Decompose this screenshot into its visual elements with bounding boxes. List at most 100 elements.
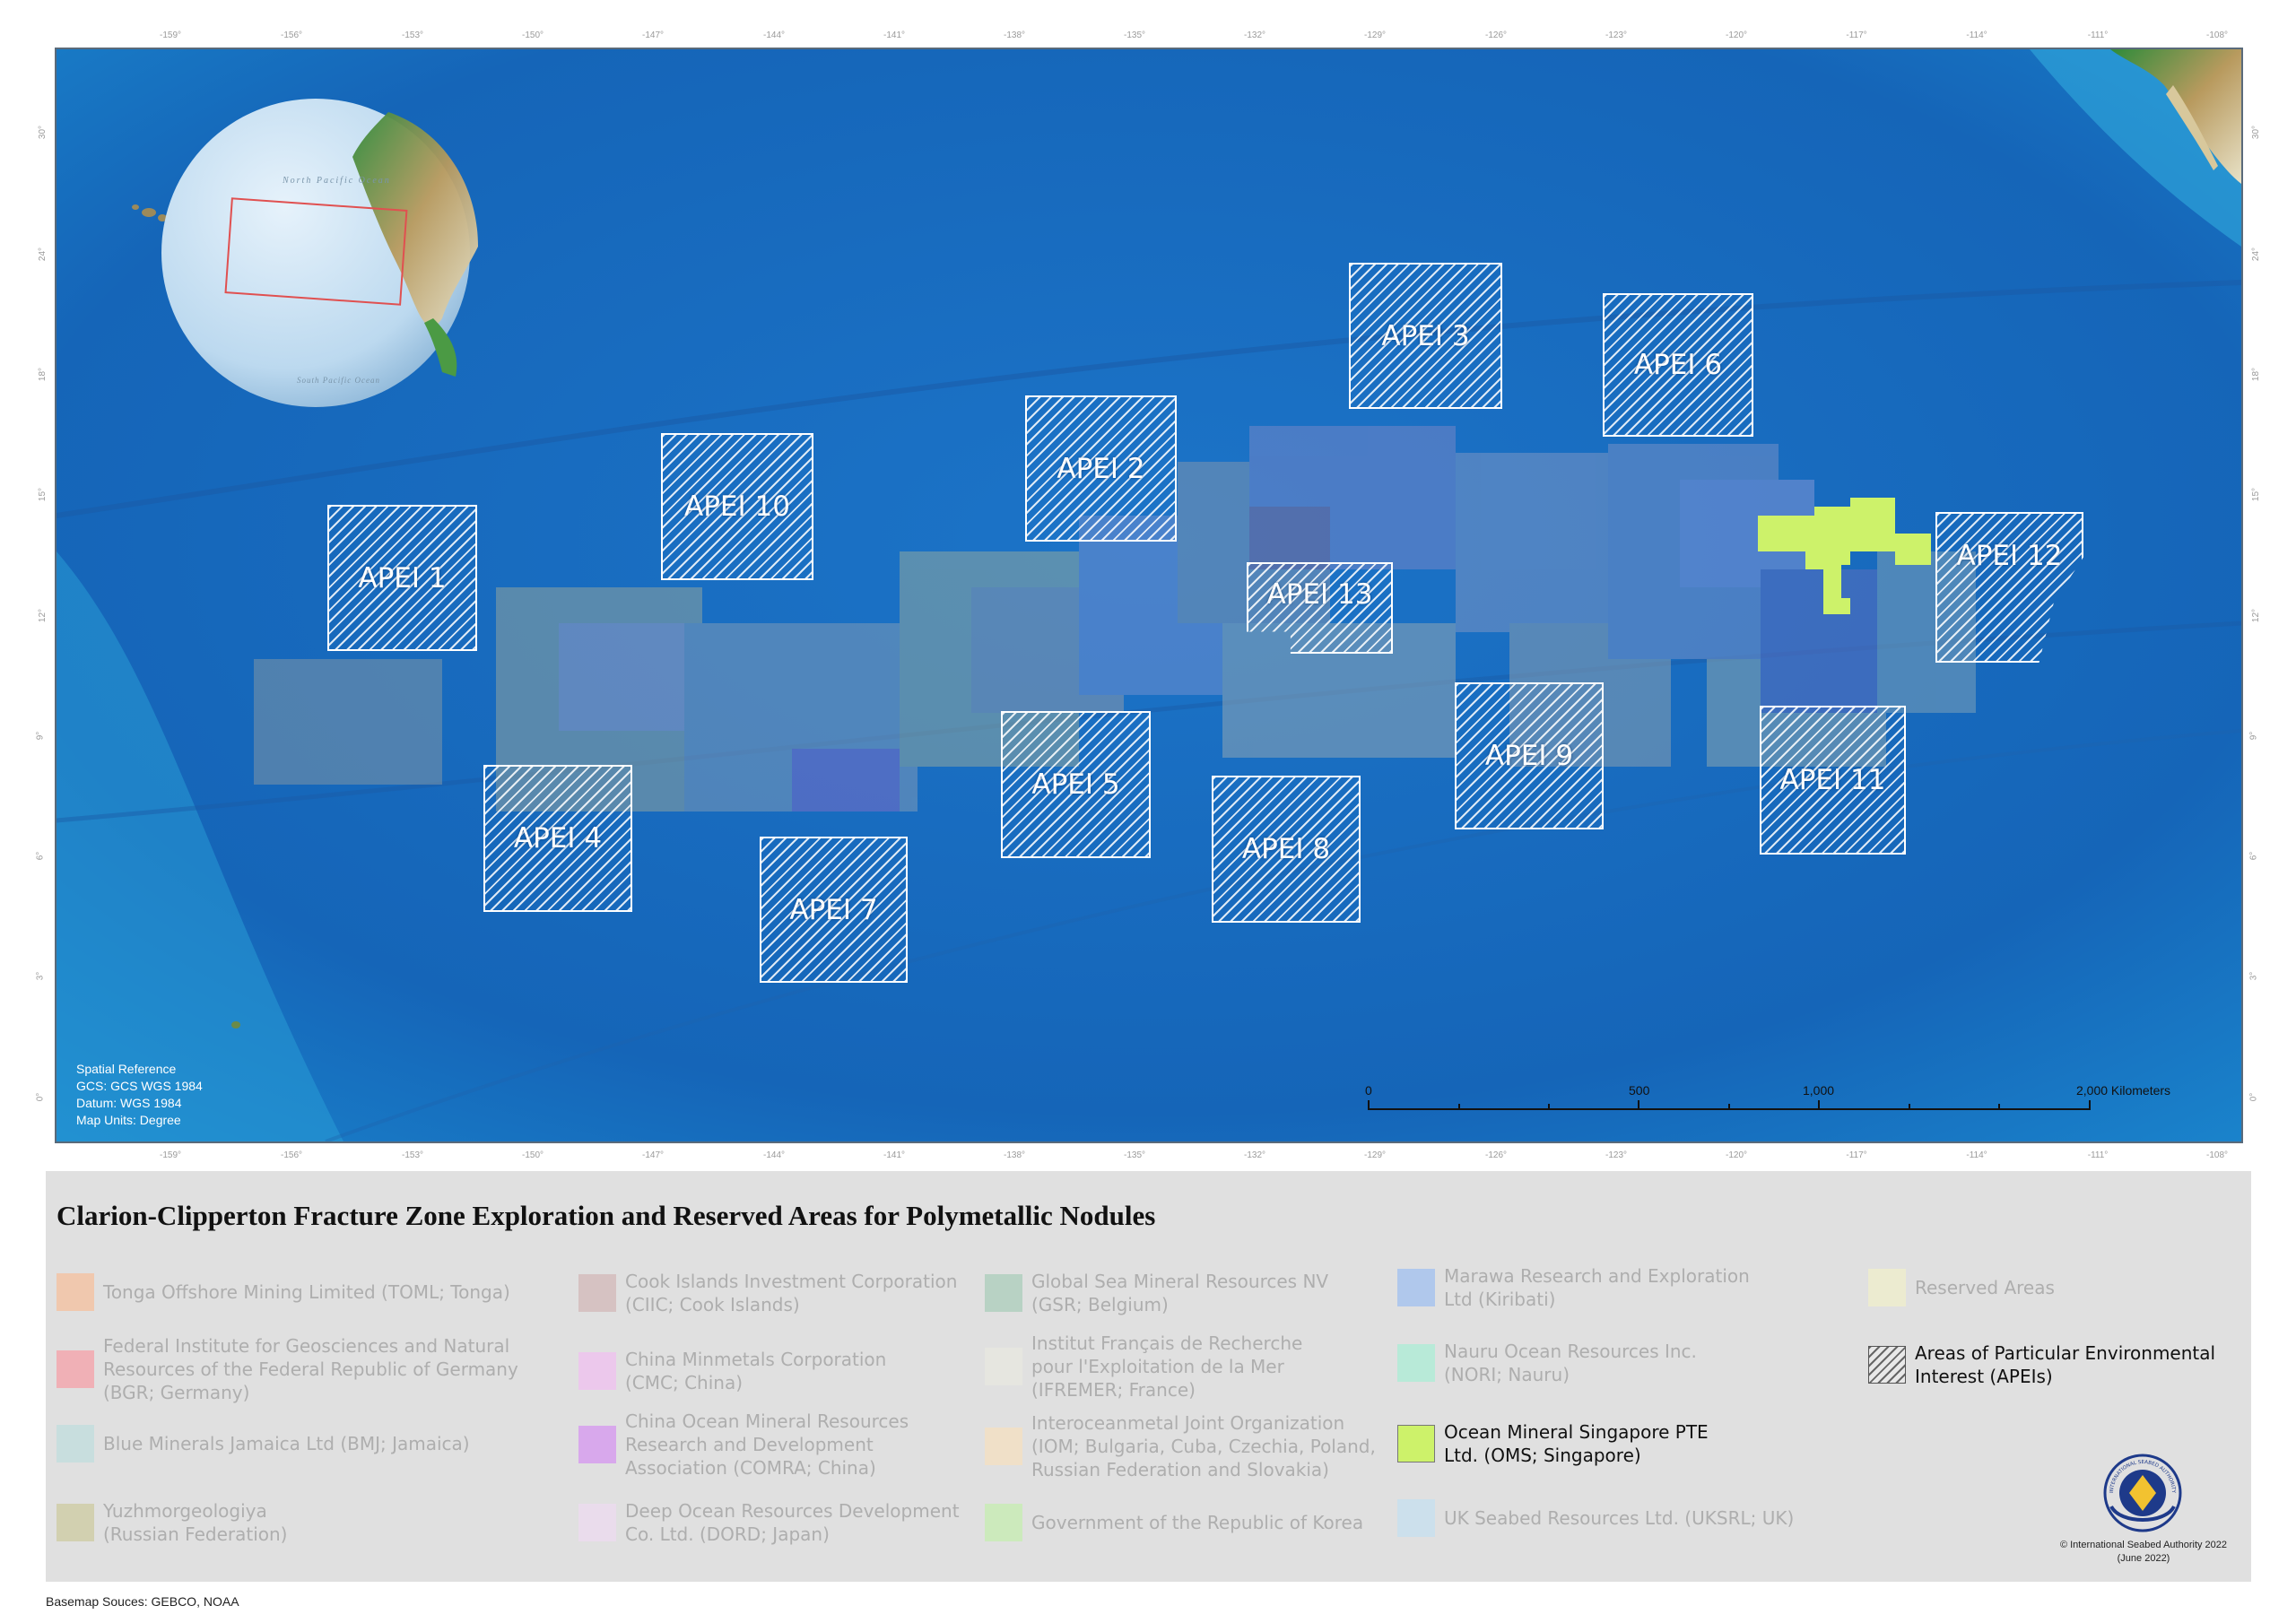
legend-label: Blue Minerals Jamaica Ltd (BMJ; Jamaica) [103,1433,470,1454]
lon-tick: -132° [1243,30,1266,40]
scale-bar: 0 500 1,000 2,000 Kilometers [1363,1081,2206,1116]
legend-label: Reserved Areas [1915,1277,2055,1298]
lat-tick: 12° [2251,608,2262,623]
lon-tick: -135° [1123,30,1146,40]
lon-tick: -129° [1363,30,1387,40]
legend-swatch [985,1428,1022,1465]
legend-item-nori: Nauru Ocean Resources Inc. (NORI; Nauru) [1397,1340,1720,1386]
legend-swatch [1397,1425,1435,1462]
land-mexico [2110,49,2241,184]
apei-label: APEI 9 [1484,740,1574,772]
legend-item-uksrl: UK Seabed Resources Ltd. (UKSRL; UK) [1397,1499,1810,1537]
legend-label: China Ocean Mineral Resources Research a… [625,1410,909,1479]
lon-tick: -123° [1605,1150,1628,1160]
lon-tick: -108° [2205,1150,2229,1160]
apei-label: APEI 13 [1266,578,1373,611]
lon-tick: -117° [1846,1150,1867,1160]
legend-swatch [1397,1269,1435,1306]
apei-9[interactable]: APEI 9 [1455,682,1604,829]
apei-10[interactable]: APEI 10 [661,433,813,580]
apei-label: APEI 11 [1779,764,1886,796]
apei-3[interactable]: APEI 3 [1349,263,1502,409]
lat-tick: 18° [38,367,48,382]
lat-tick: 15° [38,487,48,502]
lon-tick: -114° [1966,1150,1987,1160]
lon-tick: -114° [1966,30,1987,40]
legend-item-reserved: Reserved Areas [1868,1269,2137,1306]
apei-11[interactable]: APEI 11 [1760,706,1906,855]
legend-swatch [1868,1269,1906,1306]
lat-tick: 30° [38,125,48,140]
lon-tick: -141° [883,1150,906,1160]
spatial-reference: Spatial Reference GCS: GCS WGS 1984 Datu… [76,1061,203,1129]
basemap-source: Basemap Souces: GEBCO, NOAA [46,1594,239,1609]
legend-item-bgr: Federal Institute for Geosciences and Na… [57,1334,523,1404]
apei-8[interactable]: APEI 8 [1212,776,1361,923]
island [231,1021,240,1028]
legend-item-toml: Tonga Offshore Mining Limited (TOML; Ton… [57,1273,523,1311]
apei-13[interactable]: APEI 13 [1247,562,1393,654]
legend-label: Yuzhmorgeologiya (Russian Federation) [103,1500,288,1545]
lat-tick: 0° [2248,1092,2259,1102]
legend-swatch [985,1348,1022,1385]
apei-7[interactable]: APEI 7 [760,837,908,983]
legend-item-iom: Interoceanmetal Joint Organization (IOM;… [985,1411,1379,1481]
spatial-ref-units: Map Units: Degree [76,1113,181,1127]
apei-label: APEI 5 [1031,768,1120,801]
apei-label: APEI 3 [1381,319,1470,352]
lon-tick: -138° [1003,30,1026,40]
lon-tick: -126° [1484,30,1508,40]
apei-label: APEI 2 [1057,452,1145,485]
legend-label: Tonga Offshore Mining Limited (TOML; Ton… [103,1281,510,1303]
legend-swatch-hatch [1868,1346,1906,1384]
lat-tick: 18° [2251,367,2262,382]
legend-swatch [57,1350,94,1388]
legend-label: Global Sea Mineral Resources NV (GSR; Be… [1031,1271,1329,1315]
legend-label: Marawa Research and Exploration Ltd (Kir… [1444,1265,1750,1310]
lon-tick: -147° [641,1150,665,1160]
apei-label: APEI 8 [1241,833,1331,865]
lon-tick: -144° [762,30,786,40]
legend-item-marawa: Marawa Research and Exploration Ltd (Kir… [1397,1264,1774,1311]
lon-tick: -141° [883,30,906,40]
legend-label: Government of the Republic of Korea [1031,1512,1364,1533]
legend-item-apei: Areas of Particular Environmental Intere… [1868,1341,2227,1388]
lon-tick: -147° [641,30,665,40]
lon-tick: -108° [2205,30,2229,40]
apei-1[interactable]: APEI 1 [327,505,477,651]
apei-label: APEI 10 [684,490,790,523]
legend-label: Cook Islands Investment Corporation (CII… [625,1271,958,1315]
globe-label-south: South Pacific Ocean [297,376,380,385]
copyright-date: (June 2022) [2117,1553,2170,1564]
lon-tick: -111° [2087,30,2109,40]
legend-label: Nauru Ocean Resources Inc. (NORI; Nauru) [1444,1341,1697,1385]
legend-swatch [57,1273,94,1311]
apei-2[interactable]: APEI 2 [1025,395,1177,542]
legend-item-bmj: Blue Minerals Jamaica Ltd (BMJ; Jamaica) [57,1425,523,1462]
spatial-ref-gcs: GCS: GCS WGS 1984 [76,1079,203,1093]
lon-tick: -156° [280,30,303,40]
lon-tick: -120° [1725,30,1748,40]
legend-swatch [578,1504,616,1541]
lon-tick: -159° [159,1150,182,1160]
lon-tick: -111° [2087,1150,2109,1160]
scale-label-1000: 1,000 [1803,1083,1834,1098]
apei-6[interactable]: APEI 6 [1603,293,1753,437]
legend-label: Federal Institute for Geosciences and Na… [103,1335,518,1403]
lat-tick: 6° [35,851,46,861]
legend-swatch [578,1352,616,1390]
apei-4[interactable]: APEI 4 [483,765,632,912]
apei-5[interactable]: APEI 5 [1001,711,1151,858]
lon-tick: -153° [401,1150,424,1160]
legend-swatch [1397,1344,1435,1382]
lat-tick: 9° [35,731,46,741]
lon-tick: -132° [1243,1150,1266,1160]
lat-tick: 30° [2251,125,2262,140]
legend-label: Interoceanmetal Joint Organization (IOM;… [1031,1412,1376,1480]
legend-item-gsr: Global Sea Mineral Resources NV (GSR; Be… [985,1270,1344,1316]
apei-label: APEI 1 [358,561,447,595]
lon-tick: -159° [159,30,182,40]
lon-tick: -120° [1725,1150,1748,1160]
lat-tick: 0° [35,1092,46,1102]
map-view[interactable]: North Pacific Ocean South Pacific Ocean … [55,48,2243,1143]
